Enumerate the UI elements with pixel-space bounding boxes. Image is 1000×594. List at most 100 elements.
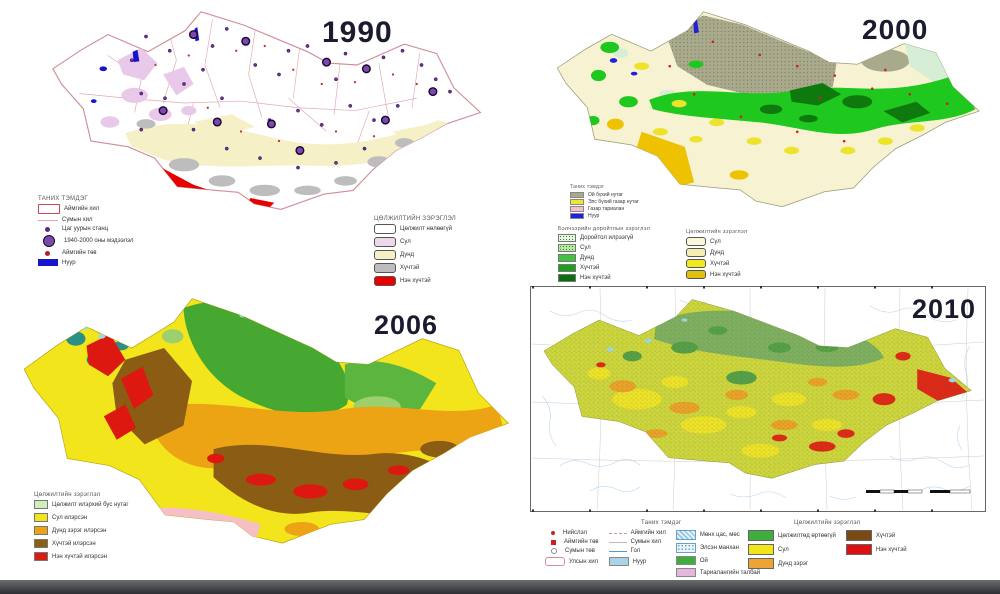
legend-title: ТАНИХ ТЭМДЭГ [38, 196, 88, 202]
legend-item: Нэн хүчтэй [686, 270, 747, 279]
legend-2000-desert: Цөлжилтийн зэрэглэл Сул Дунд Хүчтэй Нэн … [686, 229, 747, 281]
legend-label: Улсын хил [569, 558, 599, 565]
legend-column: Нийслэл Аймгийн төв Сумын төв Улсын хил [545, 530, 599, 580]
legend-label: Сумын хил [62, 217, 93, 223]
legend-label: Дунд [580, 255, 595, 261]
snow-ice-icon [675, 530, 696, 540]
lake-icon [570, 213, 584, 219]
legend-label: Хүчтэй [710, 260, 730, 267]
legend-label: Дунд зэрэг [778, 560, 809, 567]
legend-columns: Нийслэл Аймгийн төв Сумын төв Улсын хил … [545, 530, 760, 580]
class-swatch [374, 250, 396, 260]
legend-item: Хүчтэй [845, 530, 907, 541]
legend-label: Сул [710, 238, 721, 245]
legend-label: Нуур [62, 259, 76, 266]
legend-item: Элсэн манхан [675, 543, 760, 553]
legend-label: Нийслэл [563, 530, 587, 536]
class-swatch [34, 500, 48, 509]
legend-title: Таних тэмдэг [641, 520, 682, 526]
class-swatch [374, 276, 396, 286]
legend-item: Нийслэл [545, 530, 599, 536]
legend-1990-symbols: ТАНИХ ТЭМДЭГ Аймгийн хил Сумын хил Цаг у… [38, 196, 134, 269]
class-swatch [748, 558, 774, 569]
legend-label: Мөнх цас, мөс [699, 532, 740, 538]
legend-item: Аймгийн төв [545, 539, 599, 545]
legend-item: Аймгийн хил [608, 530, 666, 536]
legend-item: Нуур [38, 259, 134, 266]
legend-label: Аймгийн хил [64, 206, 100, 212]
severe-patches [86, 333, 459, 500]
state-border-icon [545, 557, 565, 566]
legend-item: Хүчтэй илэрсэн [34, 539, 129, 548]
class-swatch [686, 248, 706, 257]
legend-label: Нэн хүчтэй [580, 275, 611, 281]
legend-label: Тариалангийн талбай [699, 569, 761, 576]
forest-icon [570, 192, 584, 198]
legend-2010-classes: Цөлжилтийн зэрэглэл Цөлжилтөд өртөөгүй С… [748, 520, 907, 572]
legend-item: Нэн хүчтэй [558, 274, 650, 282]
class-swatch [558, 254, 576, 262]
aimag-center-icon [45, 250, 50, 256]
map-title-2010: 2010 [912, 294, 977, 324]
soum-border-icon [608, 541, 627, 543]
legend-item: Дунд [558, 254, 650, 262]
legend-title: Цөлжилтийн зэрэглэл [794, 520, 861, 526]
sand-dune-icon [675, 543, 696, 553]
medium-patches [125, 114, 460, 167]
legend-item: Аймгийн төв [38, 250, 134, 256]
sand-patches [634, 62, 925, 155]
map-2010-body [543, 299, 972, 479]
legend-item: Сул [686, 237, 747, 246]
legend-column: Мөнх цас, мөс Элсэн манхан Ой Тариаланги… [675, 530, 761, 580]
class-swatch [374, 224, 396, 234]
scale-bar [866, 489, 971, 494]
strong-degradation-patches [759, 83, 931, 123]
aimag-border-icon [38, 204, 60, 214]
class-swatch [558, 244, 576, 252]
legend-label: Газар тариалан [588, 205, 625, 212]
class-swatch [374, 237, 396, 247]
legend-2000-symbols: Таних тэмдэг Ой бүхий нутаг Элс бүхий га… [570, 184, 639, 220]
legend-label: Ой бүхий нутаг [588, 191, 624, 198]
class-swatch [34, 552, 48, 561]
lake-icon [38, 259, 58, 266]
legend-item: Доройтол илрээгүй [558, 234, 650, 242]
map-title-2006: 2006 [374, 310, 439, 340]
legend-label: Нэн хүчтэй [710, 271, 741, 278]
legend-label: Дунд [400, 252, 415, 258]
legend-item: Хүчтэй [374, 263, 456, 273]
legend-label: Нэн хүчтэй [400, 278, 431, 284]
legend-label: Цөлжилт нөлөөгүй [400, 226, 452, 232]
legend-item: Хүчтэй [558, 264, 650, 272]
legend-item: Цөлжилтөд өртөөгүй [748, 530, 836, 541]
unaffected-region [183, 301, 349, 416]
legend-title: Цөлжилтийн зэрэглэл [686, 229, 748, 235]
cropland-icon [675, 568, 696, 577]
legend-item: Цаг уурын станц [38, 226, 134, 232]
legend-label: Цөлжилтөд өртөөгүй [778, 532, 836, 539]
legend-item: Ой бүхий нутаг [570, 192, 639, 198]
country-outline [52, 11, 482, 210]
legend-label: Ой [699, 557, 708, 564]
aimag-border-icon [608, 532, 627, 534]
legend-item: Дунд [374, 250, 456, 260]
legend-title: Бэлчээрийн доройтлын зэрэглэл [558, 226, 651, 232]
class-swatch [558, 234, 576, 242]
legend-item: Сул [748, 544, 836, 555]
legend-label: 1940-2000 оны мэдээлэл [64, 238, 134, 244]
cropland-icon [570, 206, 584, 212]
legend-label: Цаг уурын станц [62, 226, 109, 232]
legend-title: Цөлжилтийн зэрэглэл [34, 492, 101, 498]
legend-label: Дунд зэрэг илэрсэн [52, 527, 107, 534]
aimag-centers [154, 44, 418, 143]
legend-column: Хүчтэй Нэн хүчтэй [845, 530, 907, 572]
legend-title: Таних тэмдэг [570, 184, 605, 190]
class-swatch [748, 544, 774, 555]
legend-label: Дунд [710, 249, 725, 256]
legend-item: Аймгийн хил [38, 204, 134, 214]
legend-item: Цөлжилт нөлөөгүй [374, 224, 456, 234]
aimag-center-icon [551, 539, 556, 545]
legend-item: Нуур [570, 213, 639, 219]
river-icon [608, 550, 627, 552]
strong-patches [136, 119, 414, 197]
